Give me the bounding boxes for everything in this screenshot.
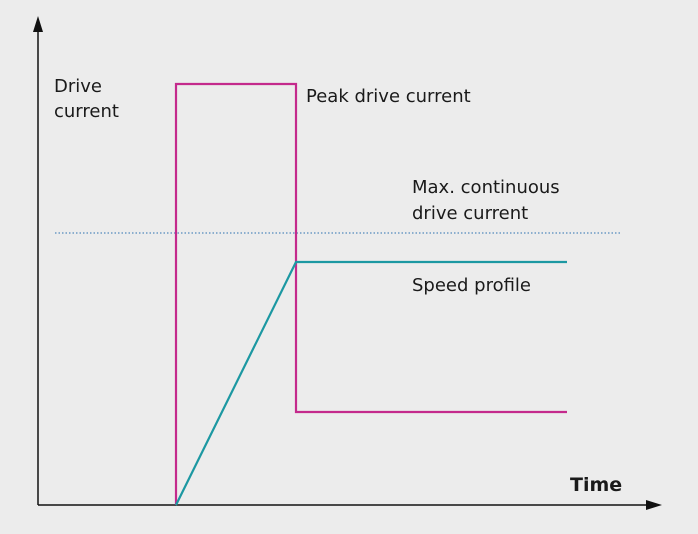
x-axis-arrow <box>646 500 662 510</box>
y-axis-arrow <box>33 16 43 32</box>
curve-label: Peak drive current <box>306 86 471 107</box>
drive-current-curve <box>174 82 567 505</box>
curve-label: Max. continuous <box>412 177 560 198</box>
curve-label: drive current <box>412 203 528 224</box>
curve-label: Speed profile <box>412 275 531 296</box>
y-axis-label: current <box>54 101 119 122</box>
speed-profile-curve <box>175 260 567 506</box>
x-axis-label: Time <box>570 474 622 496</box>
y-axis-label: Drive <box>54 76 102 97</box>
